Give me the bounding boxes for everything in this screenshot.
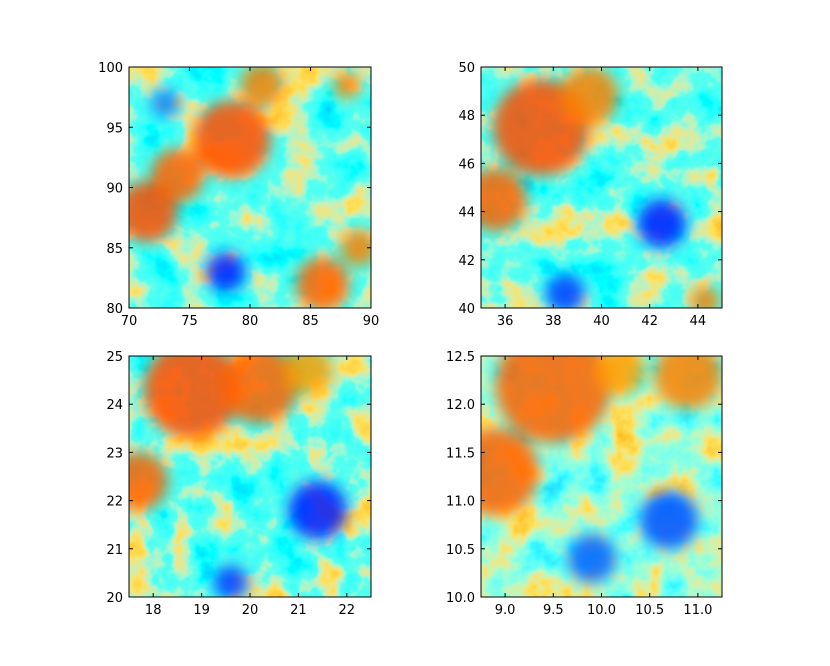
y-tick-label: 50 — [458, 61, 475, 76]
x-tick-label: 9.5 — [543, 603, 564, 618]
y-tick-label: 80 — [106, 302, 123, 317]
y-tick-label: 100 — [98, 61, 123, 76]
heatmap-blobs-1 — [129, 67, 371, 308]
panel-3: 18 19 20 21 22 20 21 22 23 24 25 — [106, 350, 372, 618]
y-tick-label: 42 — [458, 254, 475, 269]
x-tick-label: 19 — [193, 603, 210, 618]
heatmap-blob-4-2 — [481, 428, 539, 516]
heatmap-blob-1-7 — [333, 71, 361, 99]
y-tick-label: 48 — [458, 109, 475, 124]
x-tick-label: 11.0 — [683, 603, 712, 618]
x-tick-label: 9.0 — [495, 603, 516, 618]
y-tick-label: 10.0 — [446, 591, 475, 606]
y-tick-label: 22 — [106, 495, 123, 510]
x-tick-label: 10.0 — [587, 603, 616, 618]
x-tick-label: 90 — [363, 314, 380, 329]
y-tick-label: 10.5 — [446, 543, 475, 558]
x-ticks-3: 18 19 20 21 22 — [145, 356, 355, 618]
heatmap-blob-2-3 — [560, 67, 619, 125]
x-tick-label: 42 — [641, 314, 658, 329]
y-tick-label: 20 — [106, 591, 123, 606]
panel-4: 9.0 9.5 10.0 10.5 11.0 10.010.511.011.512.01… — [446, 350, 723, 618]
y-ticks-2: 40 42 44 46 48 50 — [458, 61, 722, 317]
y-tick-label: 46 — [458, 157, 475, 172]
x-tick-label: 20 — [242, 603, 259, 618]
x-tick-label: 22 — [339, 603, 356, 618]
y-tick-label: 11.0 — [446, 495, 475, 510]
y-tick-label: 21 — [106, 543, 123, 558]
x-tick-label: 36 — [497, 314, 514, 329]
y-ticks-3: 20 21 22 23 24 25 — [106, 350, 371, 606]
heatmap-blobs-2 — [481, 67, 720, 308]
heatmap-blob-2-6 — [546, 274, 585, 308]
y-tick-label: 40 — [458, 302, 475, 317]
heatmap-blob-1-1 — [193, 100, 271, 179]
heatmap-blob-4-1 — [495, 356, 612, 443]
heatmap-blob-3-2 — [220, 356, 299, 424]
heatmap-blob-1-3 — [150, 148, 205, 203]
heatmap-blob-3-6 — [213, 565, 248, 597]
x-tick-label: 38 — [545, 314, 562, 329]
heatmap-blob-2-4 — [690, 286, 720, 308]
heatmap-blob-1-4 — [240, 67, 284, 107]
heatmap-blob-4-5 — [640, 490, 698, 549]
y-tick-label: 11.5 — [446, 446, 475, 461]
heatmap-blob-4-6 — [567, 534, 616, 583]
x-tick-label: 44 — [690, 314, 707, 329]
y-tick-label: 24 — [106, 398, 123, 413]
x-tick-label: 75 — [181, 314, 198, 329]
x-tick-label: 18 — [145, 603, 162, 618]
x-tick-label: 21 — [290, 603, 307, 618]
heatmap-blob-3-1 — [143, 356, 241, 439]
y-tick-label: 44 — [458, 206, 475, 221]
panel-1: 70 75 80 85 90 80 85 90 95 100 — [98, 61, 379, 329]
heatmap-blob-3-4 — [283, 356, 333, 395]
heatmap-blob-4-3 — [654, 356, 722, 410]
x-tick-label: 40 — [593, 314, 610, 329]
y-ticks-4: 10.0 10.5 11.0 11.5 12.0 12.5 — [446, 350, 722, 606]
x-tick-label: 70 — [121, 314, 138, 329]
y-tick-label: 12.0 — [446, 398, 475, 413]
x-ticks-1: 70 75 80 85 90 — [121, 67, 380, 329]
y-tick-label: 95 — [106, 121, 123, 136]
x-ticks-2: 36 38 40 42 44 — [497, 67, 706, 329]
heatmap-blob-1-5 — [295, 257, 350, 308]
heatmap-blobs-4 — [481, 356, 722, 583]
heatmap-blob-3-5 — [288, 481, 347, 540]
y-tick-label: 85 — [106, 242, 123, 257]
panel-2: 36 38 40 42 44 40 42 44 46 48 50 — [458, 61, 723, 329]
heatmap-blob-1-9 — [150, 88, 180, 118]
heatmap-blob-1-8 — [206, 252, 246, 292]
heatmap-blobs-3 — [129, 356, 347, 597]
x-tick-label: 10.5 — [635, 603, 664, 618]
y-tick-label: 12.5 — [446, 350, 475, 365]
y-tick-label: 23 — [106, 446, 123, 461]
x-tick-label: 80 — [242, 314, 259, 329]
heatmap-blob-3-3 — [129, 452, 168, 511]
heatmap-blob-2-2 — [481, 168, 527, 231]
x-tick-label: 85 — [302, 314, 319, 329]
heatmap-blob-2-5 — [637, 199, 686, 248]
y-tick-label: 25 — [106, 350, 123, 365]
y-ticks-1: 80 85 90 95 100 — [98, 61, 371, 317]
x-ticks-4: 9.0 9.5 10.0 10.5 11.0 — [495, 356, 712, 618]
heatmap-blob-1-6 — [340, 229, 371, 266]
y-tick-label: 90 — [106, 182, 123, 197]
heatmap-blob-4-4 — [596, 356, 645, 395]
